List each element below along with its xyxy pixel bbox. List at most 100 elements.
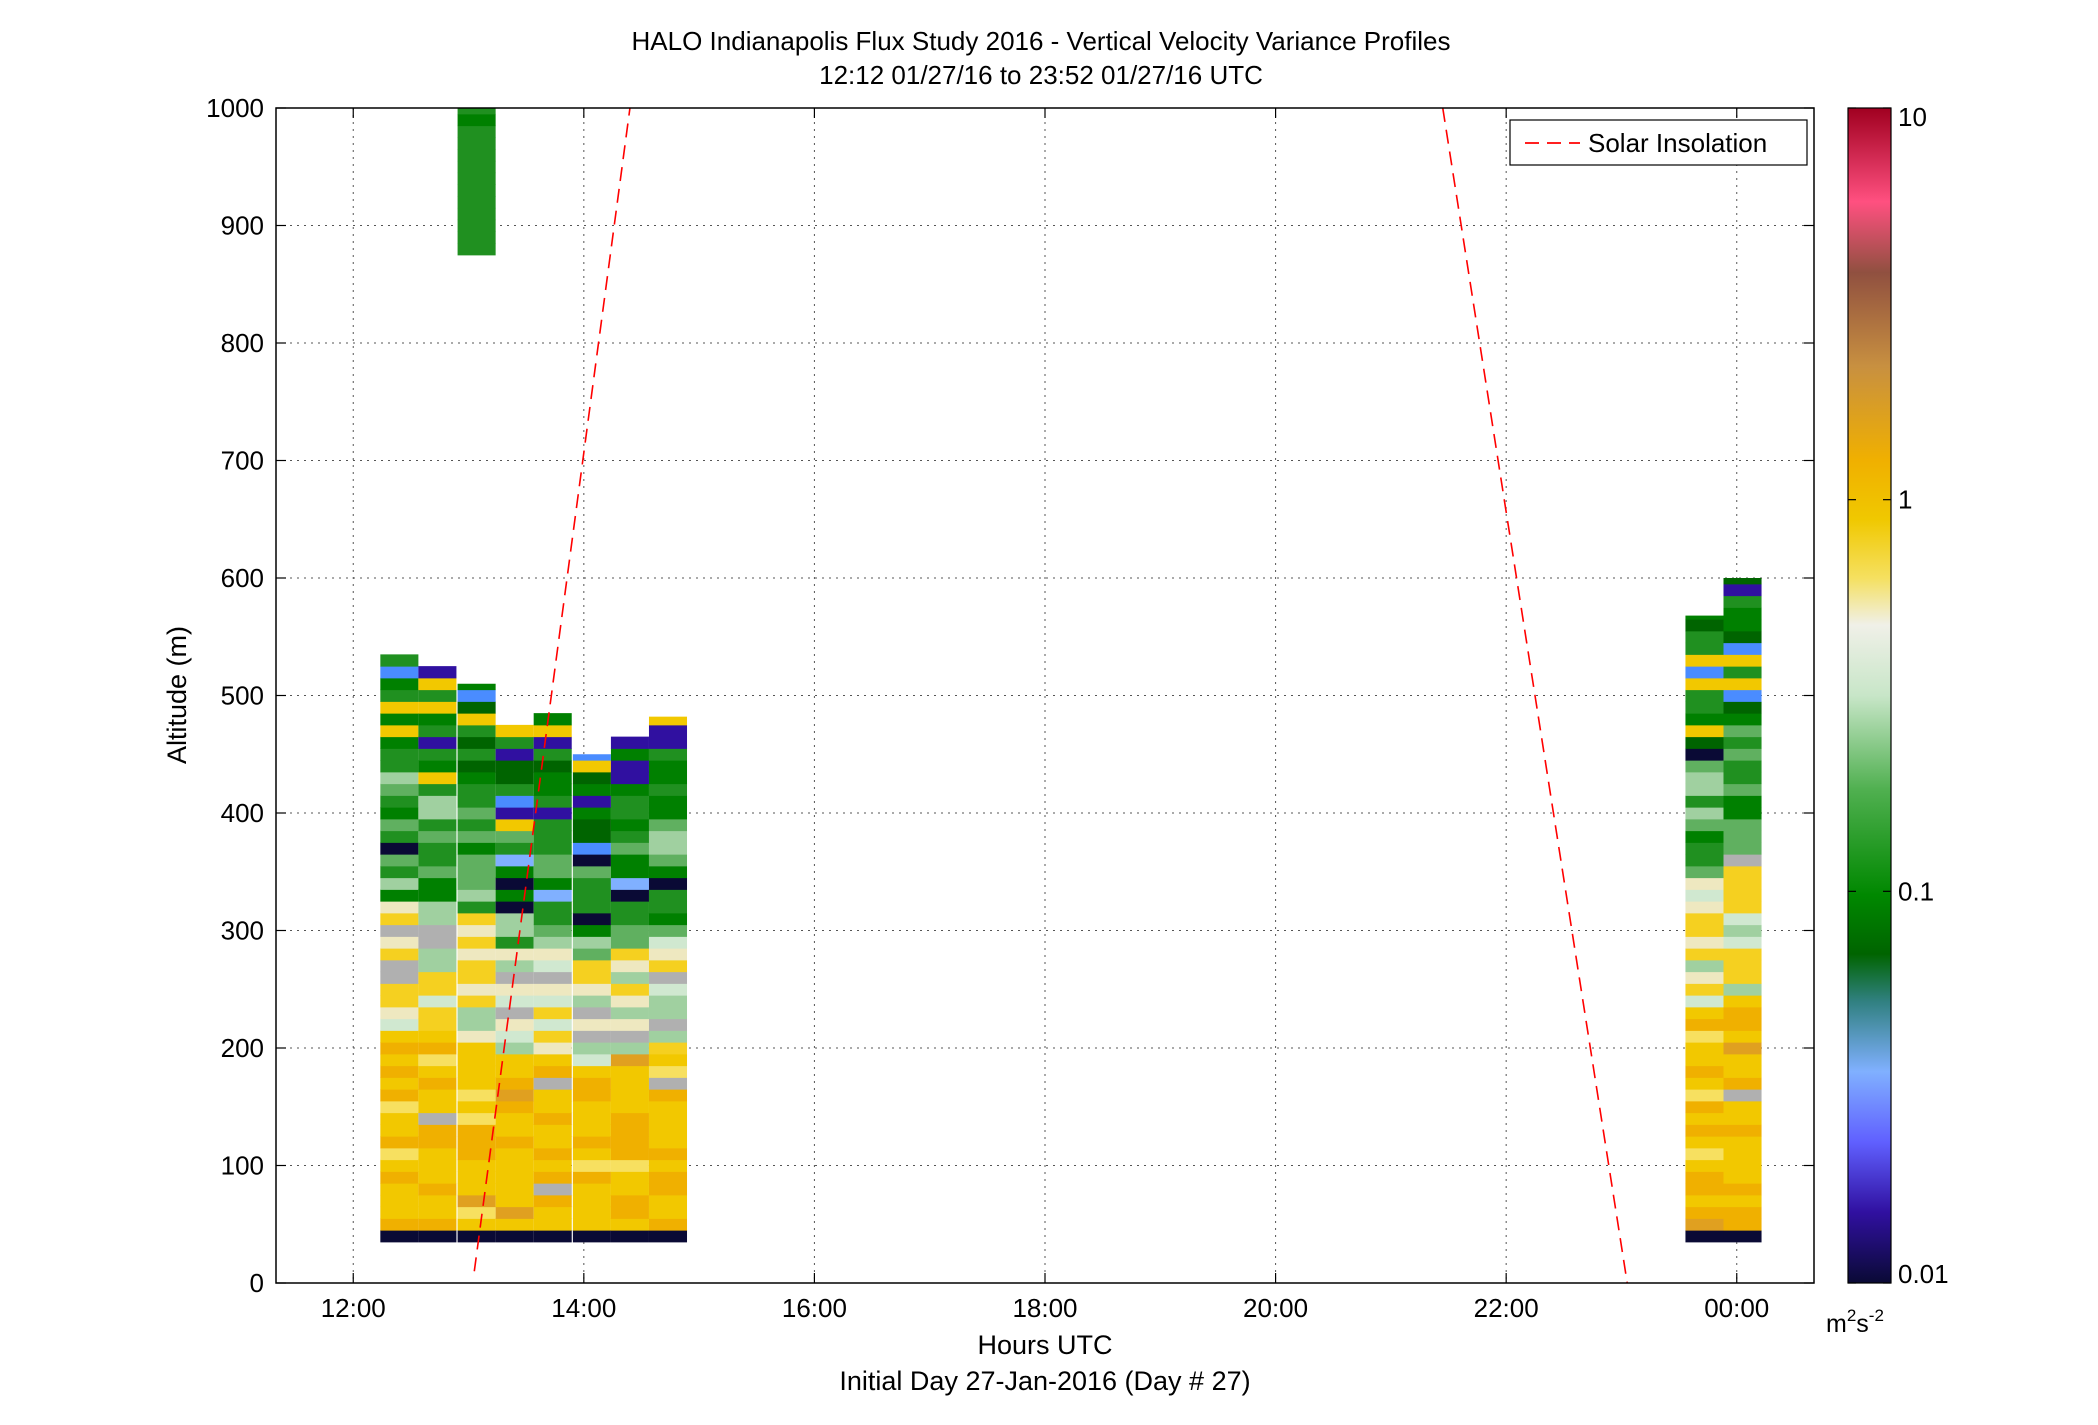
heatmap-cell bbox=[1685, 1136, 1724, 1149]
heatmap-cell bbox=[648, 1042, 688, 1055]
heatmap-cell bbox=[418, 983, 457, 996]
heatmap-cell bbox=[380, 807, 419, 820]
heatmap-cell bbox=[457, 1089, 496, 1102]
heatmap-cell bbox=[495, 983, 534, 996]
heatmap-cell bbox=[572, 807, 611, 820]
heatmap-cell bbox=[648, 1206, 688, 1219]
heatmap-cell bbox=[648, 936, 688, 949]
heatmap-cell bbox=[1723, 1089, 1762, 1102]
heatmap-cell bbox=[610, 865, 649, 879]
heatmap-cell bbox=[495, 1030, 534, 1043]
heatmap-cell bbox=[648, 1183, 688, 1196]
heatmap-cell bbox=[495, 889, 534, 902]
heatmap-cell bbox=[457, 1183, 496, 1196]
heatmap-cell bbox=[418, 924, 457, 937]
heatmap-cell bbox=[1685, 1077, 1724, 1090]
heatmap-cell bbox=[418, 701, 457, 714]
heatmap-cell bbox=[610, 912, 649, 926]
heatmap-cell bbox=[1685, 701, 1724, 714]
heatmap-cell bbox=[1723, 1194, 1762, 1208]
heatmap-cell bbox=[572, 1159, 611, 1172]
y-tick-label: 0 bbox=[250, 1268, 264, 1298]
heatmap-cell bbox=[380, 1112, 419, 1125]
heatmap-cell bbox=[495, 1112, 534, 1125]
heatmap-cell bbox=[1685, 1100, 1724, 1114]
heatmap-cell bbox=[648, 1053, 688, 1067]
heatmap-cell bbox=[457, 877, 496, 890]
heatmap-cell bbox=[380, 795, 419, 808]
heatmap-cell bbox=[572, 1230, 611, 1243]
heatmap-cell bbox=[1685, 1030, 1724, 1043]
heatmap-cell bbox=[418, 724, 457, 738]
heatmap-cell bbox=[648, 818, 688, 832]
heatmap-cell bbox=[572, 912, 611, 926]
heatmap-cell bbox=[533, 1112, 572, 1125]
heatmap-cell bbox=[457, 771, 496, 785]
heatmap-cell bbox=[1723, 959, 1762, 973]
y-axis-label: Altitude (m) bbox=[162, 626, 192, 764]
heatmap-cell bbox=[533, 936, 572, 949]
heatmap-cell bbox=[418, 1194, 457, 1208]
heatmap-cell bbox=[1723, 842, 1762, 855]
heatmap-cell bbox=[457, 995, 496, 1008]
heatmap-cell bbox=[380, 995, 419, 1008]
heatmap-cell bbox=[610, 1194, 649, 1208]
heatmap-cell bbox=[1685, 1194, 1724, 1208]
heatmap-cell bbox=[610, 959, 649, 973]
heatmap-cell bbox=[418, 807, 457, 820]
heatmap-cell bbox=[610, 1089, 649, 1102]
heatmap-cell bbox=[1685, 795, 1724, 808]
heatmap-cell bbox=[1723, 1053, 1762, 1067]
heatmap-cell bbox=[418, 1065, 457, 1078]
heatmap-cell bbox=[380, 1006, 419, 1020]
heatmap-cell bbox=[533, 959, 572, 973]
heatmap-cell bbox=[457, 231, 496, 244]
heatmap-cell bbox=[1723, 689, 1762, 702]
heatmap-cell bbox=[610, 1136, 649, 1149]
y-tick-label: 400 bbox=[221, 798, 264, 828]
heatmap-cell bbox=[457, 108, 496, 115]
heatmap-cell bbox=[1685, 771, 1724, 785]
heatmap-cell bbox=[610, 971, 649, 984]
x-tick-label: 00:00 bbox=[1704, 1293, 1769, 1323]
heatmap-cell bbox=[648, 912, 688, 926]
heatmap-cell bbox=[1723, 830, 1762, 843]
heatmap-cell bbox=[533, 877, 572, 890]
heatmap-cell bbox=[380, 677, 419, 691]
heatmap-cell bbox=[380, 1206, 419, 1219]
heatmap-cell bbox=[533, 995, 572, 1008]
colorbar-tick-label: 10 bbox=[1898, 102, 1927, 132]
heatmap-cell bbox=[1685, 1206, 1724, 1219]
heatmap-cell bbox=[457, 196, 496, 209]
heatmap-cell bbox=[1685, 1006, 1724, 1020]
heatmap-cell bbox=[648, 971, 688, 984]
heatmap-cell bbox=[533, 1136, 572, 1149]
heatmap-cell bbox=[648, 1100, 688, 1114]
heatmap-cell bbox=[1685, 1159, 1724, 1172]
heatmap-cell bbox=[495, 1053, 534, 1067]
heatmap-cell bbox=[418, 736, 457, 749]
heatmap-cell bbox=[572, 959, 611, 973]
heatmap-cell bbox=[1685, 1183, 1724, 1196]
heatmap-cell bbox=[380, 1030, 419, 1043]
heatmap-cell bbox=[533, 1183, 572, 1196]
heatmap-cell bbox=[495, 1065, 534, 1078]
heatmap-cell bbox=[610, 818, 649, 832]
heatmap-cell bbox=[495, 1089, 534, 1102]
heatmap-cell bbox=[418, 948, 457, 961]
heatmap-cell bbox=[572, 1006, 611, 1020]
heatmap-cell bbox=[1723, 889, 1762, 902]
heatmap-cell bbox=[418, 1053, 457, 1067]
heatmap-cell bbox=[1685, 1053, 1724, 1067]
heatmap-cell bbox=[1723, 1159, 1762, 1172]
heatmap-cell bbox=[533, 760, 572, 773]
heatmap-cell bbox=[572, 1042, 611, 1055]
heatmap-cell bbox=[1723, 1112, 1762, 1125]
heatmap-cell bbox=[572, 842, 611, 855]
heatmap-cell bbox=[418, 1124, 457, 1137]
heatmap-cell bbox=[533, 1053, 572, 1067]
heatmap-cell bbox=[457, 683, 496, 691]
heatmap-cell bbox=[380, 1042, 419, 1055]
heatmap-cell bbox=[380, 724, 419, 738]
